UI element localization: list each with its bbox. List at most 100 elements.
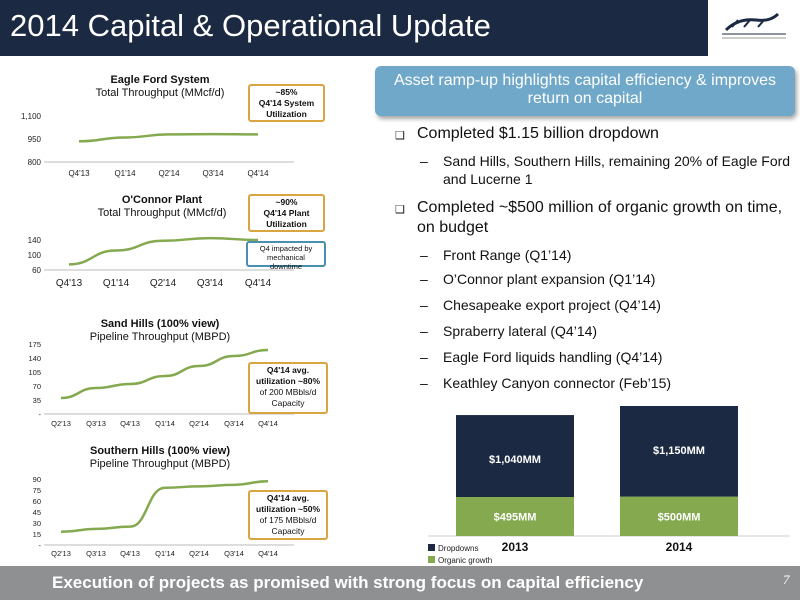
bar-category-label: 2014 (666, 540, 693, 554)
chart3-title: Sand Hills (100% view) (100, 318, 220, 330)
chart4-x-tick: Q3'13 (86, 549, 106, 558)
bar-organic-label: $495MM (494, 512, 537, 524)
chart4-title: Southern Hills (100% view) (90, 445, 230, 457)
legend-swatch (428, 544, 435, 551)
bar-dropdowns-2014 (620, 406, 738, 497)
footer-text: Execution of projects as promised with s… (52, 573, 644, 592)
chart3-x-tick: Q3'13 (86, 419, 106, 428)
chart4-annotation-line4: Capacity (271, 526, 305, 536)
chart4-y-tick: 45 (33, 508, 41, 517)
footer-bar: Execution of projects as promised with s… (0, 566, 800, 600)
bullet-item: – Sand Hills, Southern Hills, remaining 2… (395, 152, 795, 188)
chart2-note-text: Q4 impacted by mechanical downtime (259, 244, 313, 271)
bullet-text: Front Range (Q1’14) (443, 247, 572, 263)
chart2-y-tick: 60 (32, 266, 41, 275)
chart2-note: Q4 impacted by mechanical downtime (246, 241, 326, 271)
chart2-annotation-line1: ~90% (275, 197, 298, 207)
chart1-subtitle: Total Throughput (MMcf/d) (95, 87, 225, 99)
chart4-subtitle: Pipeline Throughput (MBPD) (89, 458, 231, 470)
chart3-annotation-line3: of 200 MBbls/d (259, 387, 317, 397)
chart3-series-line (60, 348, 269, 400)
bullet-text: Spraberry lateral (Q4’14) (443, 323, 598, 339)
chart1-series-line (78, 132, 259, 143)
dash-bullet-icon: – (420, 323, 428, 339)
bar-dropdowns-2013 (456, 415, 574, 497)
chart4-annotation: Q4'14 avg. utilization ~50% of 175 MBbls… (248, 490, 328, 540)
chart2-subtitle: Total Throughput (MMcf/d) (97, 207, 227, 219)
chart1-x-tick: Q3'14 (202, 169, 224, 178)
chart2-annotation-line3: Utilization (266, 219, 307, 229)
header-bar: 2014 Capital & Operational Update (0, 0, 800, 56)
bullet-item: – Keathley Canyon connector (Feb’15) (395, 374, 795, 392)
chart1-x-tick: Q4'13 (68, 169, 90, 178)
bar-organic-label: $500MM (658, 511, 701, 523)
chart2-title-block: O'Connor Plant Total Throughput (MMcf/d) (72, 194, 252, 220)
chart3-y-tick: 175 (28, 340, 41, 349)
page-title: 2014 Capital & Operational Update (10, 8, 491, 43)
chart4-y-tick: 90 (33, 475, 41, 484)
chart3-annotation-line1: Q4'14 avg. (266, 365, 310, 375)
chart4-annotation-line1: Q4'14 avg. (266, 493, 310, 503)
chart3-title-block: Sand Hills (100% view) Pipeline Throughp… (70, 318, 250, 344)
chart2-annotation: ~90% Q4'14 Plant Utilization (248, 194, 325, 232)
chart3-y-tick: - (39, 410, 42, 419)
chart3-y-tick: 105 (28, 368, 41, 377)
bullet-text: Chesapeake export project (Q4’14) (443, 297, 661, 313)
chart4-title-block: Southern Hills (100% view) Pipeline Thro… (60, 445, 260, 471)
legend-label: Organic growth (438, 556, 492, 565)
bullet-item: – Chesapeake export project (Q4’14) (395, 296, 795, 314)
company-logo (708, 0, 800, 56)
chart4-y-tick: 75 (33, 486, 41, 495)
chart3-x-tick: Q1'14 (155, 419, 175, 428)
chart2-x-tick: Q2'14 (150, 278, 177, 289)
bullet-text: Completed ~$500 million of organic growt… (417, 199, 783, 236)
chart2-y-tick: 100 (28, 251, 42, 260)
chart3-subtitle: Pipeline Throughput (MBPD) (89, 331, 231, 343)
chart1-y-tick: 800 (28, 158, 42, 167)
chart4-y-tick: - (39, 541, 42, 550)
dash-bullet-icon: – (420, 297, 428, 313)
chart4-x-tick: Q3'14 (224, 549, 244, 558)
bullet-text: O’Connor plant expansion (Q1’14) (443, 271, 656, 287)
chart1-y-tick: 1,100 (21, 112, 42, 121)
bar-category-label: 2013 (502, 540, 529, 554)
chart1-y-tick: 950 (28, 135, 42, 144)
bar-dropdowns-label: $1,040MM (489, 454, 541, 466)
chart2-x-tick: Q3'14 (197, 278, 224, 289)
chart1-x-tick: Q4'14 (247, 169, 269, 178)
chart1-x-tick: Q2'14 (158, 169, 180, 178)
dash-bullet-icon: – (420, 153, 428, 169)
chart1-title-block: Eagle Ford System Total Throughput (MMcf… (70, 74, 250, 100)
chart1-x-tick: Q1'14 (114, 169, 136, 178)
checkbox-bullet-icon: ❑ (395, 130, 405, 142)
logo-icon (722, 12, 786, 39)
bullet-item: – Eagle Ford liquids handling (Q4’14) (395, 348, 795, 366)
bullet-text: Keathley Canyon connector (Feb’15) (443, 375, 672, 391)
chart3-x-tick: Q4'14 (258, 419, 278, 428)
dash-bullet-icon: – (420, 375, 428, 391)
chart2-x-tick: Q4'13 (56, 278, 83, 289)
checkbox-bullet-icon: ❑ (395, 204, 405, 216)
chart4-y-tick: 60 (33, 497, 41, 506)
chart1-annotation-line3: Utilization (266, 109, 307, 119)
page-number: 7 (783, 572, 790, 587)
dash-bullet-icon: – (420, 247, 428, 263)
chart4-series-line (60, 479, 269, 534)
chart3-annotation-line2: utilization ~80% (256, 376, 320, 386)
bullet-item: – Front Range (Q1’14) (395, 246, 795, 264)
chart1-title: Eagle Ford System (110, 74, 210, 86)
chart1-annotation: ~85% Q4'14 System Utilization (248, 84, 325, 122)
legend-label: Dropdowns (438, 544, 478, 553)
bullet-item: ❑ Completed ~$500 million of organic grow… (395, 198, 795, 238)
chart4-x-tick: Q1'14 (155, 549, 175, 558)
chart2-y-tick: 140 (28, 236, 42, 245)
legend-swatch (428, 556, 435, 563)
chart3-x-tick: Q2'14 (189, 419, 209, 428)
bullet-text: Eagle Ford liquids handling (Q4’14) (443, 349, 663, 365)
bullet-item: ❑ Completed $1.15 billion dropdown (395, 124, 795, 144)
chart2-annotation-line2: Q4'14 Plant (263, 208, 310, 218)
chart2-x-tick: Q1'14 (103, 278, 130, 289)
banner-text: Asset ramp-up highlights capital efficie… (393, 72, 777, 107)
chart2-title: O'Connor Plant (121, 194, 203, 206)
bar-organic-2014 (620, 496, 738, 536)
